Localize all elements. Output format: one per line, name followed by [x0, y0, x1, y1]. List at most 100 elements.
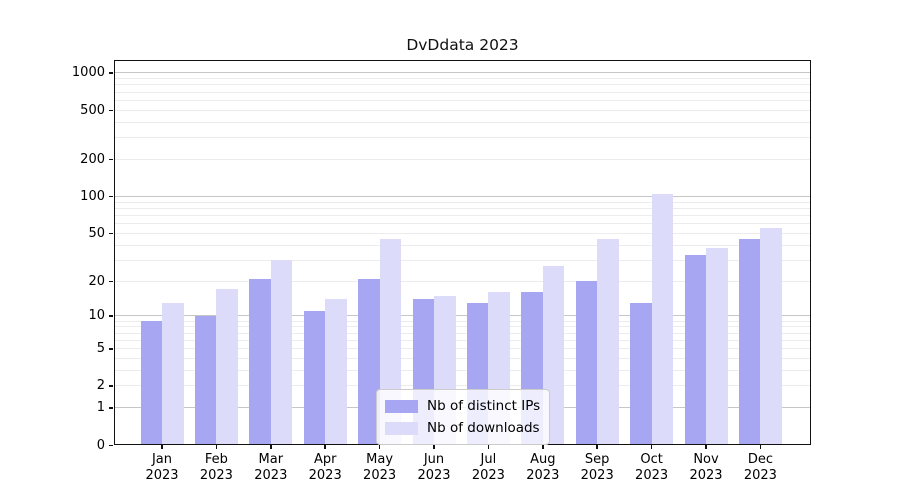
gridline-700	[114, 91, 811, 93]
x-tick-label-apr-year: 2023	[308, 468, 342, 483]
y-tick-20	[109, 280, 113, 283]
y-tick-label-20: 20	[88, 273, 105, 289]
gridline-20	[114, 280, 811, 282]
gridline-6	[114, 339, 811, 341]
bar-ips-feb	[194, 315, 217, 445]
gridline-60	[114, 223, 811, 225]
bar-ips-sep	[575, 281, 598, 445]
x-tick-label-aug: Aug 2023	[513, 452, 573, 484]
y-tick-5	[109, 348, 113, 350]
gridline-5	[114, 348, 811, 349]
x-tick-label-nov-year: 2023	[689, 468, 723, 483]
gridline-9	[114, 320, 811, 322]
gridline-800	[114, 84, 811, 86]
x-tick-label-apr: Apr 2023	[295, 452, 355, 484]
plot-bars-area	[114, 60, 811, 445]
bar-downloads-jan	[162, 302, 184, 445]
x-tick-label-feb: Feb 2023	[186, 452, 246, 484]
x-tick-label-aug-year: 2023	[526, 468, 560, 483]
x-tick-label-jul-year: 2023	[471, 468, 505, 483]
y-tick-label-1000: 1000	[71, 65, 105, 81]
bar-downloads-mar	[270, 260, 293, 445]
x-tick-jan	[161, 445, 163, 449]
x-tick-jul	[487, 445, 490, 449]
gridline-100	[114, 195, 811, 197]
x-tick-label-oct: Oct 2023	[622, 452, 682, 484]
gridline-4	[114, 357, 811, 359]
y-tick-label-0: 0	[96, 437, 105, 453]
y-tick-500	[109, 109, 113, 112]
x-tick-nov	[705, 445, 707, 449]
x-tick-label-jan-month: Jan	[151, 452, 173, 467]
x-tick-label-mar: Mar 2023	[241, 452, 301, 484]
plot-gridlines	[114, 60, 811, 445]
y-tick-2	[109, 385, 113, 387]
x-tick-aug	[542, 445, 544, 449]
bar-ips-may	[358, 278, 380, 445]
bar-ips-dec	[738, 238, 761, 445]
y-tick-label-200: 200	[80, 151, 105, 167]
x-tick-label-jan: Jan 2023	[132, 452, 192, 484]
y-tick-label-50: 50	[88, 225, 105, 241]
gridline-40	[114, 244, 811, 246]
x-tick-label-sep: Sep 2023	[567, 452, 627, 484]
bar-downloads-dec	[760, 228, 782, 445]
y-tick-label-2: 2	[96, 378, 105, 394]
x-tick-label-jun-year: 2023	[417, 468, 451, 483]
legend-item-downloads: Nb of downloads	[385, 417, 540, 439]
y-tick-label-100: 100	[80, 188, 105, 204]
x-tick-label-dec-month: Dec	[747, 452, 773, 467]
bar-downloads-feb	[216, 289, 238, 445]
gridline-7	[114, 332, 811, 334]
x-tick-label-jul-month: Jul	[480, 452, 497, 467]
legend-label-distinct-ips: Nb of distinct IPs	[427, 398, 541, 414]
x-tick-label-oct-month: Oct	[640, 452, 663, 467]
x-tick-label-nov: Nov 2023	[676, 452, 736, 484]
x-tick-may	[378, 445, 381, 449]
bar-downloads-oct	[651, 193, 674, 445]
y-tick-label-1: 1	[96, 400, 105, 416]
y-tick-10	[109, 315, 113, 317]
x-tick-label-sep-year: 2023	[580, 468, 614, 483]
gridline-10	[114, 315, 811, 317]
bar-ips-mar	[249, 278, 271, 445]
y-tick-100	[109, 195, 113, 198]
x-tick-label-feb-year: 2023	[199, 468, 233, 483]
x-tick-label-apr-month: Apr	[313, 452, 337, 467]
gridline-600	[114, 99, 811, 101]
gridline-900	[114, 78, 811, 80]
y-tick-label-10: 10	[88, 308, 105, 324]
gridline-400	[114, 121, 811, 123]
chart-title: DvDdata 2023	[406, 36, 519, 54]
x-tick-apr	[324, 445, 326, 449]
x-tick-label-mar-year: 2023	[254, 468, 288, 483]
x-tick-label-nov-month: Nov	[693, 452, 719, 467]
x-tick-label-may: May 2023	[350, 452, 410, 484]
y-tick-label-500: 500	[80, 102, 105, 118]
bar-ips-apr	[303, 311, 326, 445]
x-tick-label-feb-month: Feb	[204, 452, 228, 467]
x-tick-label-mar-month: Mar	[258, 452, 284, 467]
gridline-300	[114, 137, 811, 139]
legend-swatch-distinct-ips-icon	[385, 399, 418, 413]
gridline-90	[114, 201, 811, 203]
legend-item-distinct-ips: Nb of distinct IPs	[385, 395, 540, 417]
x-tick-label-jan-year: 2023	[145, 468, 179, 483]
gridline-3	[114, 369, 811, 371]
y-tick-1	[109, 407, 113, 409]
gridline-1000	[114, 72, 811, 74]
x-tick-label-dec: Dec 2023	[730, 452, 790, 484]
x-tick-label-may-month: May	[366, 452, 394, 467]
x-tick-label-sep-month: Sep	[584, 452, 610, 467]
gridline-80	[114, 207, 811, 209]
bar-downloads-nov	[706, 247, 728, 445]
legend-label-downloads: Nb of downloads	[427, 420, 540, 436]
gridline-30	[114, 259, 811, 261]
x-tick-sep	[596, 445, 598, 449]
bar-ips-oct	[630, 302, 652, 445]
y-tick-0	[109, 444, 113, 446]
x-tick-label-jun: Jun 2023	[404, 452, 464, 484]
x-tick-label-may-year: 2023	[363, 468, 397, 483]
gridline-500	[114, 109, 811, 111]
y-tick-label-5: 5	[96, 341, 105, 356]
